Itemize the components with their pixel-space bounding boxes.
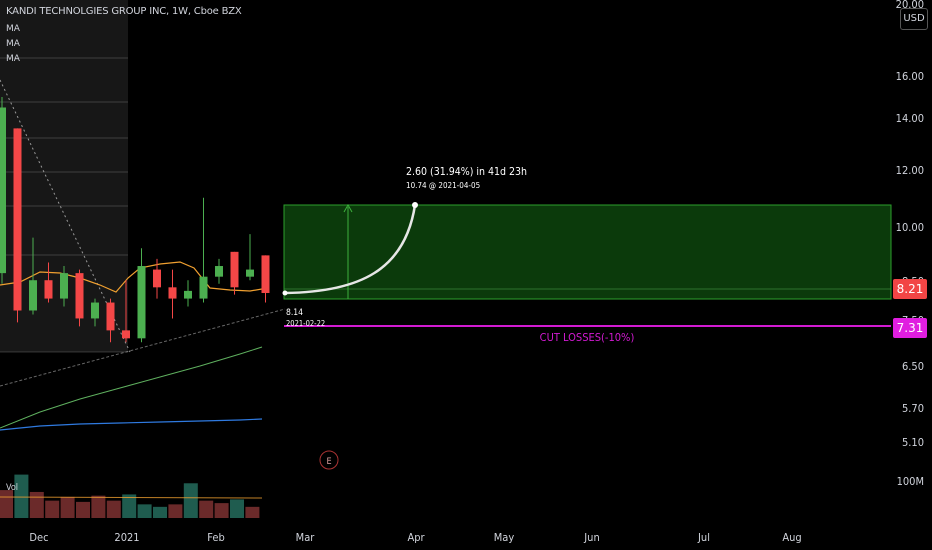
stop-loss-label: CUT LOSSES(-10%): [540, 331, 635, 344]
zone-arrowhead: [343, 203, 353, 213]
price-tick-label: 10.00: [896, 221, 924, 234]
candles-layer: [0, 97, 270, 343]
time-axis[interactable]: Dec 2021 Feb Mar Apr May Jun Jul Aug: [29, 531, 801, 544]
volume-bar: [199, 500, 214, 518]
target-zone[interactable]: [283, 204, 892, 300]
entry-date-label: 2021-02-22: [286, 319, 325, 328]
forecast-end-point[interactable]: [412, 202, 418, 208]
candle-body[interactable]: [13, 128, 22, 311]
current-price-tag: 8.21: [893, 279, 927, 299]
volume-bar: [168, 504, 183, 518]
price-tick-label: 6.50: [902, 360, 924, 373]
time-tick-label: Apr: [407, 531, 425, 544]
candle-body[interactable]: [75, 273, 84, 319]
volume-bar: [45, 500, 60, 518]
price-tick-label: 12.00: [896, 164, 924, 177]
price-tick-label: 5.10: [902, 436, 924, 449]
time-tick-label: Feb: [207, 531, 224, 544]
candle-body[interactable]: [199, 276, 208, 299]
volume-layer: [0, 474, 260, 518]
time-tick-label: Mar: [296, 531, 316, 544]
time-tick-label: Aug: [782, 531, 801, 544]
candle-body[interactable]: [184, 290, 192, 299]
volume-bar: [91, 495, 106, 518]
candle-body[interactable]: [137, 266, 146, 339]
candle-body[interactable]: [261, 255, 270, 293]
candle-body[interactable]: [215, 266, 223, 277]
volume-bar: [76, 501, 90, 518]
candle-body[interactable]: [44, 280, 53, 299]
forecast-target-label: 10.74 @ 2021-04-05: [406, 181, 480, 190]
volume-bar: [137, 504, 152, 518]
volume-bar: [153, 506, 167, 518]
stop-price-tag: 7.31: [893, 318, 927, 338]
volume-label: Vol: [6, 483, 18, 493]
volume-bar: [0, 490, 13, 518]
candle-body[interactable]: [91, 302, 99, 319]
earnings-event-label: E: [326, 457, 331, 467]
time-tick-label: Jul: [697, 531, 710, 544]
ma-mid-line: [0, 346, 263, 429]
price-axis[interactable]: 20.0016.0014.0012.0010.008.507.506.505.7…: [896, 0, 924, 488]
ma-slow-line: [0, 418, 263, 431]
volume-bar: [29, 491, 44, 518]
volume-bar: [106, 500, 121, 518]
time-tick-label: Jun: [583, 531, 599, 544]
candle-body[interactable]: [168, 287, 177, 299]
ma-legend-2[interactable]: MA: [6, 39, 20, 49]
ma-legend-1[interactable]: MA: [6, 24, 20, 34]
candle-body[interactable]: [106, 302, 115, 331]
ma-fast-line: [0, 261, 263, 293]
candle-body[interactable]: [60, 273, 68, 299]
support-trendline: [0, 308, 286, 387]
time-tick-label: May: [494, 531, 515, 544]
candle-body[interactable]: [246, 269, 254, 277]
volume-bar: [183, 483, 198, 518]
forecast-start-point[interactable]: [282, 290, 288, 296]
volume-bar: [245, 506, 260, 518]
ma-legend-3[interactable]: MA: [6, 54, 20, 64]
volume-bar: [230, 499, 244, 518]
candle-body[interactable]: [122, 330, 130, 339]
volume-ma-line: [0, 496, 263, 499]
forecast-curve: [284, 204, 417, 295]
candle-body[interactable]: [29, 280, 37, 311]
symbol-title[interactable]: KANDI TECHNOLGIES GROUP INC, 1W, Cboe BZ…: [6, 6, 242, 17]
price-tick-label: 5.70: [902, 402, 924, 415]
candle-body[interactable]: [230, 251, 239, 288]
earnings-event-marker[interactable]: [319, 450, 339, 470]
currency-button[interactable]: USD: [900, 8, 928, 30]
entry-price-label: 8.14: [286, 308, 303, 318]
candle-body[interactable]: [0, 107, 6, 274]
time-tick-label: Dec: [29, 531, 48, 544]
price-tick-label: 100M: [897, 475, 924, 488]
price-tick-label: 14.00: [896, 112, 924, 125]
volume-bar: [214, 503, 229, 518]
price-tick-label: 16.00: [896, 70, 924, 83]
volume-bar: [60, 496, 75, 518]
forecast-change-label: 2.60 (31.94%) in 41d 23h: [406, 166, 527, 178]
volume-bar: [14, 474, 29, 518]
price-tick-label: 20.00: [896, 0, 924, 11]
volume-bar: [122, 494, 137, 518]
time-tick-label: 2021: [114, 531, 139, 544]
candle-body[interactable]: [153, 269, 161, 288]
